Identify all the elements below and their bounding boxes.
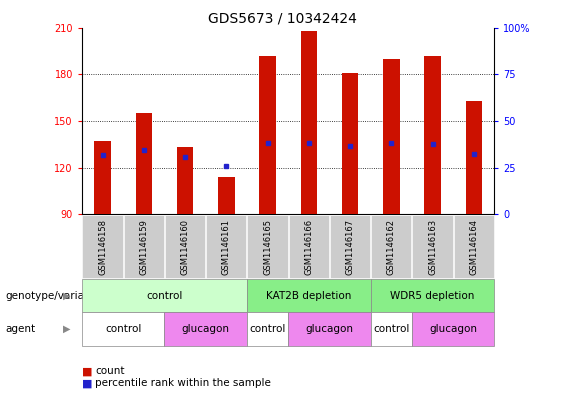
Text: genotype/variation: genotype/variation: [6, 291, 105, 301]
Text: glucagon: glucagon: [182, 324, 229, 334]
Bar: [342, 73, 358, 214]
Text: GDS5673 / 10342424: GDS5673 / 10342424: [208, 12, 357, 26]
Text: GSM1146164: GSM1146164: [470, 219, 478, 275]
Bar: [259, 55, 276, 214]
Text: GSM1146166: GSM1146166: [305, 219, 313, 275]
Bar: [177, 147, 193, 214]
Text: GSM1146167: GSM1146167: [346, 219, 354, 275]
Bar: [301, 31, 317, 214]
Text: KAT2B depletion: KAT2B depletion: [266, 291, 351, 301]
Text: GSM1146163: GSM1146163: [428, 219, 437, 275]
Bar: [94, 141, 111, 214]
Bar: [136, 113, 152, 214]
Text: ▶: ▶: [63, 324, 71, 334]
Text: GSM1146160: GSM1146160: [181, 219, 189, 275]
Text: count: count: [95, 366, 124, 376]
Text: control: control: [249, 324, 286, 334]
Text: glucagon: glucagon: [429, 324, 477, 334]
Text: WDR5 depletion: WDR5 depletion: [390, 291, 475, 301]
Bar: [424, 55, 441, 214]
Text: GSM1146158: GSM1146158: [98, 219, 107, 275]
Text: agent: agent: [6, 324, 36, 334]
Text: control: control: [146, 291, 182, 301]
Text: GSM1146159: GSM1146159: [140, 219, 148, 275]
Text: GSM1146165: GSM1146165: [263, 219, 272, 275]
Text: glucagon: glucagon: [306, 324, 353, 334]
Text: ▶: ▶: [63, 291, 71, 301]
Bar: [466, 101, 482, 214]
Text: ■: ■: [82, 366, 93, 376]
Text: control: control: [105, 324, 141, 334]
Text: GSM1146161: GSM1146161: [222, 219, 231, 275]
Text: GSM1146162: GSM1146162: [387, 219, 396, 275]
Text: control: control: [373, 324, 410, 334]
Bar: [218, 177, 234, 214]
Bar: [383, 59, 399, 214]
Text: percentile rank within the sample: percentile rank within the sample: [95, 378, 271, 388]
Text: ■: ■: [82, 378, 93, 388]
